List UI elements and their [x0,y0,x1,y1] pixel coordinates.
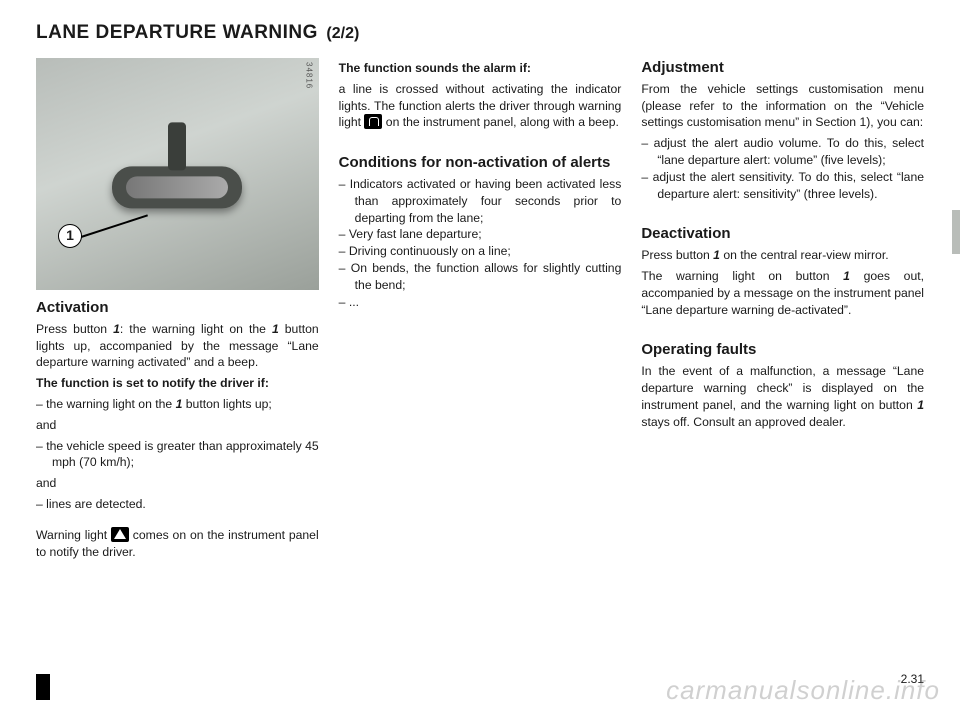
warning-light-text: Warning light comes on on the instrument… [36,527,319,561]
adjustment-text: From the vehicle settings customisation … [641,81,924,131]
list-item: Very fast lane departure; [339,226,622,243]
list-item: the warning light on the 1 button lights… [36,396,319,413]
list-item: adjust the alert sensitivity. To do this… [641,169,924,203]
column-1: 34816 1 Activation Press button 1: the w… [36,58,319,700]
and-2: and [36,475,319,492]
notify-list-3: lines are detected. [36,496,319,513]
list-item: On bends, the function allows for slight… [339,260,622,294]
title-part: (2/2) [326,25,359,42]
activation-heading: Activation [36,298,319,319]
photo-id: 34816 [304,62,315,89]
faults-text: In the event of a malfunction, a message… [641,363,924,430]
mirror-graphic [112,166,242,208]
callout-leader [81,214,148,237]
and-1: and [36,417,319,434]
column-2: The function sounds the alarm if: a line… [339,58,622,700]
content-columns: 34816 1 Activation Press button 1: the w… [36,58,924,700]
notify-heading: The function is set to notify the driver… [36,375,319,392]
notify-list-2: the vehicle speed is greater than approx… [36,438,319,472]
adjustment-list: adjust the alert audio volume. To do thi… [641,135,924,202]
deactivation-heading: Deactivation [641,224,924,245]
adjustment-heading: Adjustment [641,58,924,79]
list-item: lines are detected. [36,496,319,513]
title-main: LANE DEPARTURE WARNING [36,22,318,43]
callout-1: 1 [58,224,82,248]
deactivation-text-1: Press button 1 on the central rear-view … [641,247,924,264]
list-item: the vehicle speed is greater than approx… [36,438,319,472]
section-tab [952,210,960,254]
list-item: Driving continuously on a line; [339,243,622,260]
alarm-text: a line is crossed without activating the… [339,81,622,131]
deactivation-text-2: The warning light on button 1 goes out, … [641,268,924,318]
alarm-heading: The function sounds the alarm if: [339,60,622,77]
car-warning-icon [364,114,382,129]
conditions-heading: Conditions for non-activation of alerts [339,153,622,174]
notify-list: the warning light on the 1 button lights… [36,396,319,413]
vehicle-photo: 34816 1 [36,58,319,290]
activation-text: Press button 1: the warning light on the… [36,321,319,371]
page-title: LANE DEPARTURE WARNING (2/2) [36,22,924,44]
watermark: carmanualsonline.info [666,675,940,706]
footer-mark [36,674,50,700]
list-item: ... [339,294,622,311]
faults-heading: Operating faults [641,340,924,361]
lane-warning-icon [111,527,129,542]
column-3: Adjustment From the vehicle settings cus… [641,58,924,700]
list-item: adjust the alert audio volume. To do thi… [641,135,924,169]
list-item: Indicators activated or having been acti… [339,176,622,226]
conditions-list: Indicators activated or having been acti… [339,176,622,311]
